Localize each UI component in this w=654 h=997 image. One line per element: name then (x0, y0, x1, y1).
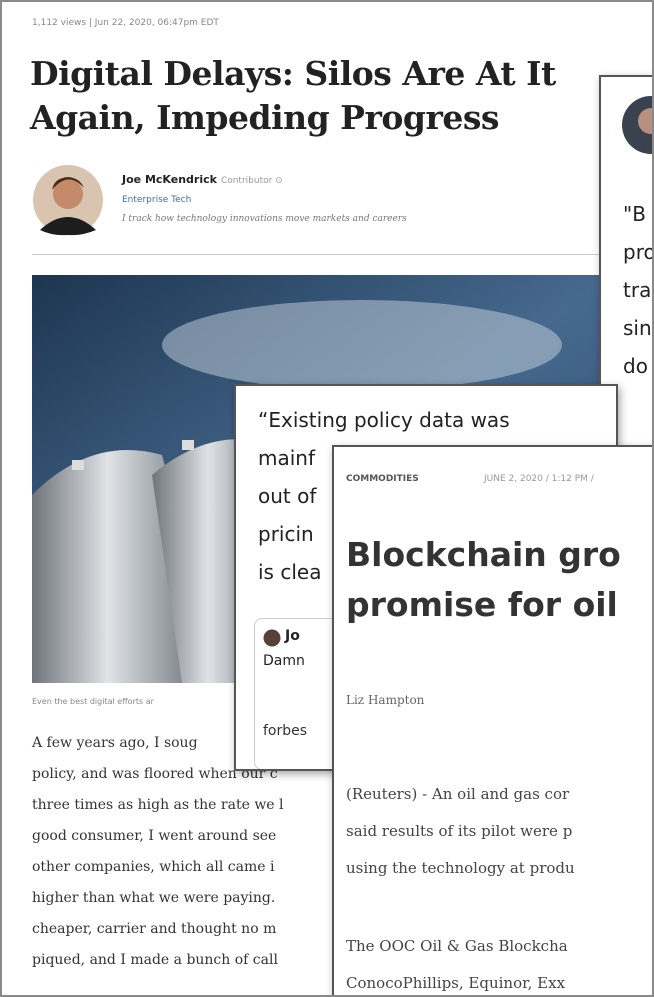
article-meta: 1,112 views | Jun 22, 2020, 06:47pm EDT (32, 18, 219, 28)
author-avatar (33, 165, 103, 236)
quote-text: is clea (258, 560, 322, 584)
body-text: good consumer, I went around see (32, 828, 277, 844)
body-text: higher than what we were paying. (32, 890, 276, 906)
body-text: said results of its pilot were p (346, 822, 573, 840)
body-text: using the technology at produ (346, 859, 575, 877)
body-text: other companies, which all came i (32, 859, 275, 875)
body-text: (Reuters) - An oil and gas cor (346, 785, 570, 803)
body-text: cheaper, carrier and thought no m (32, 921, 277, 937)
quote-text: out of (258, 484, 317, 508)
category: COMMODITIES (346, 474, 419, 484)
tweet-link[interactable]: forbes (263, 723, 308, 739)
tweet-author: Jo (285, 628, 300, 644)
reuters-author: Liz Hampton (346, 693, 425, 707)
body-text: A few years ago, I soug (32, 735, 198, 751)
quote-text: pricin (258, 522, 314, 546)
reuters-title: Blockchain gro (346, 535, 621, 574)
reuters-title: promise for oil (346, 585, 618, 624)
quote-text: tra (623, 278, 652, 302)
divider (32, 254, 612, 255)
section-link[interactable]: Enterprise Tech (122, 195, 192, 205)
quote-text: “Existing policy data was (258, 408, 510, 432)
quote-text: pro (623, 240, 654, 264)
tweet-text: Damn (263, 653, 305, 669)
article-title: Again, Impeding Progress (30, 98, 499, 137)
author-bio: I track how technology innovations move … (122, 214, 407, 224)
quote-text: do (623, 354, 648, 378)
quote-text: mainf (258, 446, 316, 470)
author-role: Contributor ⊙ (220, 176, 283, 186)
image-caption: Even the best digital efforts ar (32, 697, 154, 706)
quote-text: "B (623, 202, 646, 226)
body-text: The OOC Oil & Gas Blockcha (346, 937, 568, 955)
avatar (622, 96, 652, 154)
author: Joe McKendrick (122, 173, 217, 186)
body-text: piqued, and I made a bunch of call (32, 952, 278, 968)
body-text: policy, and was floored when our c (32, 766, 278, 782)
date: JUNE 2, 2020 / 1:12 PM / (484, 474, 594, 484)
reuters-card: COMMODITIES JUNE 2, 2020 / 1:12 PM / Blo… (332, 445, 652, 995)
quote-text: sin (623, 316, 652, 340)
body-text: ConocoPhillips, Equinor, Exx (346, 974, 566, 992)
tweet-avatar (263, 629, 281, 647)
article-title: Digital Delays: Silos Are At It (30, 54, 556, 93)
author-name: Joe McKendrick Contributor ⊙ (122, 173, 283, 186)
body-text: three times as high as the rate we l (32, 797, 284, 813)
